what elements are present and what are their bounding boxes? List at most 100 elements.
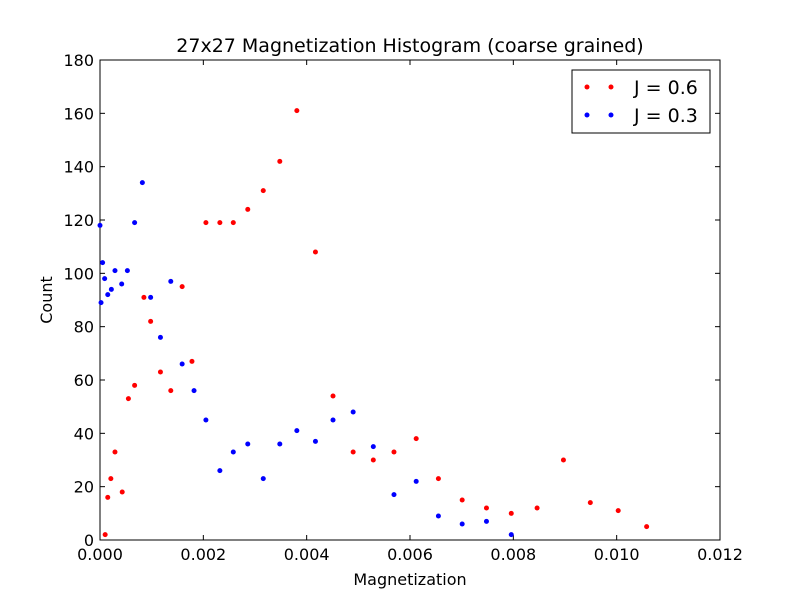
data-point [534, 505, 540, 511]
data-point [330, 417, 336, 423]
y-tick-label: 60 [74, 371, 94, 390]
data-point [98, 300, 104, 306]
data-point [141, 294, 147, 300]
series-1 [102, 108, 650, 538]
data-point [459, 497, 465, 503]
data-point [157, 334, 163, 340]
data-point [312, 438, 318, 444]
data-point [413, 436, 419, 442]
data-point [112, 268, 118, 274]
data-point [615, 508, 621, 514]
x-tick-label: 0.012 [697, 545, 743, 564]
data-point [132, 220, 138, 226]
y-tick-label: 160 [63, 104, 94, 123]
y-tick-label: 0 [84, 531, 94, 550]
data-point [508, 510, 514, 516]
data-point [330, 393, 336, 399]
data-point [260, 188, 266, 194]
data-point [483, 518, 489, 524]
data-point [587, 500, 593, 506]
x-axis-label: Magnetization [353, 570, 466, 589]
axis-ticks: 0.000 0.002 0.004 0.006 0.008 0.010 0.012 0 20 40… [63, 51, 742, 564]
data-point [459, 521, 465, 527]
x-tick-label: 0.002 [180, 545, 226, 564]
data-point [112, 449, 118, 455]
legend-box [571, 69, 711, 134]
y-axis-label: Count [37, 276, 56, 324]
x-tick-label: 0.004 [284, 545, 330, 564]
data-point [391, 492, 397, 498]
y-tick-label: 180 [63, 51, 94, 70]
data-point [191, 388, 197, 394]
data-point [435, 476, 441, 482]
legend-marker [584, 112, 590, 118]
data-point [277, 441, 283, 447]
data-point [245, 441, 251, 447]
y-tick-label: 100 [63, 264, 94, 283]
data-point [125, 396, 131, 402]
data-point [508, 532, 514, 538]
plot-area [99, 59, 721, 541]
data-point [100, 260, 106, 266]
data-point [217, 468, 223, 474]
data-point [413, 478, 419, 484]
legend: J = 0.6 J = 0.3 [571, 69, 711, 134]
data-point [203, 417, 209, 423]
data-point [148, 294, 154, 300]
data-point [294, 108, 300, 114]
data-point [350, 449, 356, 455]
data-point [230, 220, 236, 226]
y-tick-label: 40 [74, 424, 94, 443]
x-tick-label: 0.008 [490, 545, 536, 564]
legend-marker [608, 84, 614, 90]
legend-label: J = 0.3 [633, 105, 698, 127]
data-point [483, 505, 489, 511]
data-point [370, 457, 376, 463]
data-point [102, 276, 108, 282]
data-point [312, 249, 318, 255]
data-point [179, 284, 185, 290]
data-point [105, 494, 111, 500]
data-point [148, 318, 154, 324]
y-tick-label: 120 [63, 211, 94, 230]
data-point [230, 449, 236, 455]
data-point [245, 206, 251, 212]
data-point [560, 457, 566, 463]
data-point [644, 524, 650, 530]
data-point [102, 532, 108, 538]
data-point [203, 220, 209, 226]
data-point [260, 476, 266, 482]
data-point [179, 361, 185, 367]
data-point [350, 409, 356, 415]
data-point [132, 382, 138, 388]
data-point [119, 281, 125, 287]
data-point [105, 292, 111, 298]
data-point [217, 220, 223, 226]
legend-marker [608, 112, 614, 118]
chart-title: 27x27 Magnetization Histogram (coarse gr… [176, 35, 643, 57]
data-point [370, 444, 376, 450]
data-point [119, 489, 125, 495]
data-point [124, 268, 130, 274]
data-points [97, 108, 650, 538]
data-point [108, 286, 114, 292]
data-point [189, 358, 195, 364]
series-2 [97, 180, 514, 538]
data-point [391, 449, 397, 455]
y-tick-label: 80 [74, 318, 94, 337]
legend-marker [584, 84, 590, 90]
y-tick-label: 140 [63, 158, 94, 177]
data-point [139, 180, 145, 186]
data-point [168, 388, 174, 394]
y-tick-label: 20 [74, 478, 94, 497]
x-tick-label: 0.006 [387, 545, 433, 564]
data-point [157, 369, 163, 375]
legend-label: J = 0.6 [633, 77, 698, 99]
x-tick-label: 0.000 [77, 545, 123, 564]
data-point [97, 222, 103, 228]
data-point [294, 428, 300, 434]
x-tick-label: 0.010 [594, 545, 640, 564]
data-point [277, 158, 283, 164]
